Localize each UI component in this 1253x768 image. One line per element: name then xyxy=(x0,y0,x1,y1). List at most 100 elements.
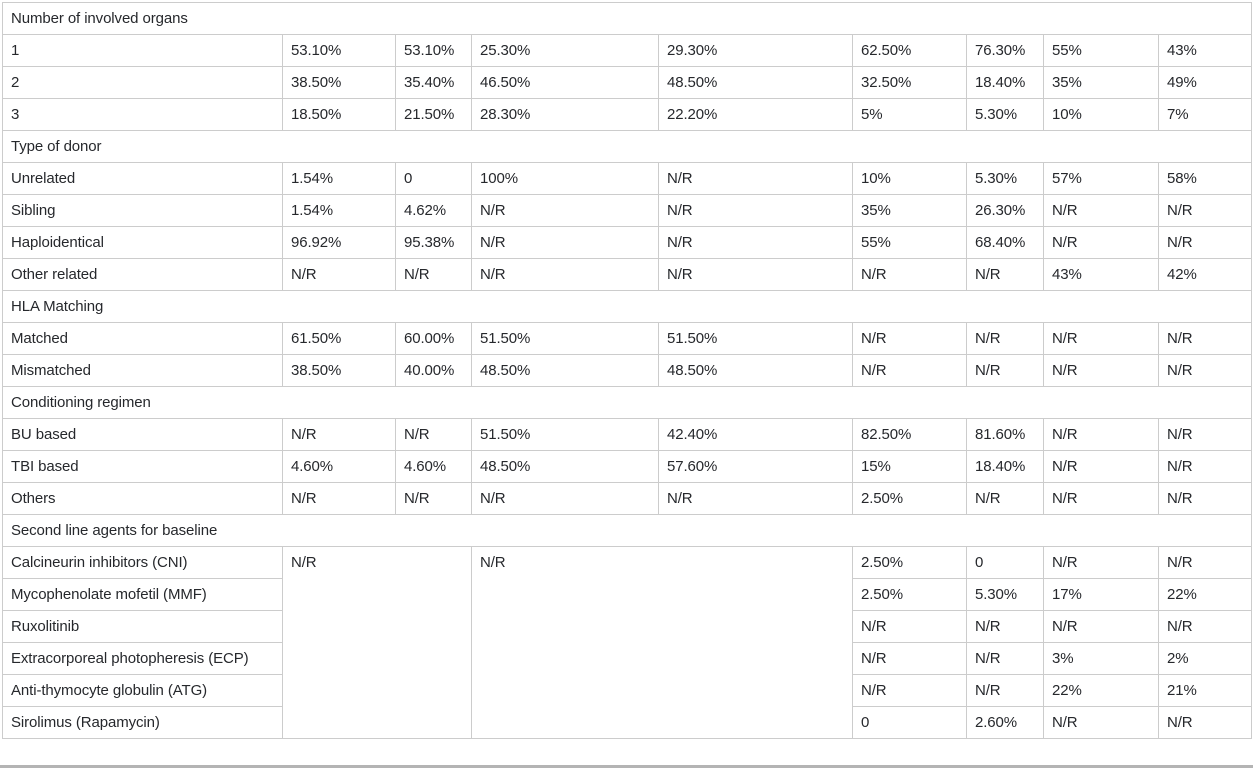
value-cell: 51.50% xyxy=(471,322,659,355)
value-cell: 48.50% xyxy=(471,354,659,387)
row-label-cell: 3 xyxy=(2,98,283,131)
row-label-cell: Others xyxy=(2,482,283,515)
value-cell: 7% xyxy=(1157,98,1253,131)
merged-value-cell: N/R xyxy=(282,546,472,739)
row-label: Mismatched xyxy=(11,362,91,379)
row-label-cell: Sirolimus (Rapamycin) xyxy=(2,706,283,739)
value-cell: N/R xyxy=(1043,450,1159,483)
value-cell: 25.30% xyxy=(471,34,659,67)
value-cell: 32.50% xyxy=(852,66,967,99)
row-label: BU based xyxy=(11,426,77,443)
table-row: 2 38.50% 35.40% 46.50% 48.50% 32.50% 18.40% 35%… xyxy=(2,66,1253,99)
value-cell: 22% xyxy=(1043,674,1159,707)
row-label-cell: Ruxolitinib xyxy=(2,610,283,643)
value-cell: N/R xyxy=(658,162,853,195)
value-cell: N/R xyxy=(1157,226,1253,259)
value-cell: N/R xyxy=(1157,418,1253,451)
value-cell: 18.40% xyxy=(966,450,1044,483)
value-cell: 35% xyxy=(852,194,967,227)
value-cell: 51.50% xyxy=(658,322,853,355)
value-cell: 0 xyxy=(852,706,967,739)
value-cell: 57.60% xyxy=(658,450,853,483)
table-row: Matched 61.50% 60.00% 51.50% 51.50% N/R N/R N/R… xyxy=(2,322,1253,355)
value-cell: N/R xyxy=(1043,610,1159,643)
value-cell: N/R xyxy=(471,482,659,515)
section-header-cell: Conditioning regimen xyxy=(1,386,1253,419)
value-cell: 100% xyxy=(471,162,659,195)
table-row: 1 53.10% 53.10% 25.30% 29.30% 62.50% 76.30% 55%… xyxy=(2,34,1253,67)
section-header-row: Type of donor xyxy=(1,130,1253,163)
value-cell: N/R xyxy=(1043,194,1159,227)
value-cell: N/R xyxy=(1043,418,1159,451)
value-cell: 15% xyxy=(852,450,967,483)
value-cell: N/R xyxy=(658,258,853,291)
table-row: Other related N/R N/R N/R N/R N/R N/R 43% 42% xyxy=(2,258,1253,291)
value-cell: 10% xyxy=(852,162,967,195)
value-cell: N/R xyxy=(1157,610,1253,643)
row-label: Unrelated xyxy=(11,170,76,187)
value-cell: 0 xyxy=(966,546,1044,579)
value-cell: N/R xyxy=(852,322,967,355)
value-cell: N/R xyxy=(1043,226,1159,259)
value-cell: 48.50% xyxy=(658,66,853,99)
value-cell: 42.40% xyxy=(658,418,853,451)
study-characteristics-table: Number of involved organs 1 53.10% 53.10% 25… xyxy=(1,2,1253,739)
value-cell: N/R xyxy=(395,482,472,515)
value-cell: 38.50% xyxy=(282,66,396,99)
row-label: Sibling xyxy=(11,202,56,219)
row-label-cell: Haploidentical xyxy=(2,226,283,259)
row-label: Matched xyxy=(11,330,68,347)
value-cell: 28.30% xyxy=(471,98,659,131)
value-cell: 51.50% xyxy=(471,418,659,451)
value-cell: N/R xyxy=(282,482,396,515)
table-row: Anti-thymocyte globulin (ATG) N/R N/R 22% 21… xyxy=(2,674,1253,707)
value-cell: N/R xyxy=(395,418,472,451)
value-cell: N/R xyxy=(852,610,967,643)
value-cell: 48.50% xyxy=(471,450,659,483)
section-header-row: HLA Matching xyxy=(1,290,1253,323)
value-cell: N/R xyxy=(1157,322,1253,355)
value-cell: 2.50% xyxy=(852,546,967,579)
section-header-cell: Type of donor xyxy=(1,130,1253,163)
value-cell: N/R xyxy=(1043,546,1159,579)
table-row: Mycophenolate mofetil (MMF) 2.50% 5.30% 17%… xyxy=(2,578,1253,611)
value-cell: N/R xyxy=(852,258,967,291)
value-cell: N/R xyxy=(966,610,1044,643)
value-cell: N/R xyxy=(966,258,1044,291)
value-cell: 55% xyxy=(1043,34,1159,67)
value-cell: N/R xyxy=(852,642,967,675)
row-label-cell: 1 xyxy=(2,34,283,67)
value-cell: 1.54% xyxy=(282,194,396,227)
value-cell: 5.30% xyxy=(966,98,1044,131)
value-cell: 5.30% xyxy=(966,162,1044,195)
value-cell: N/R xyxy=(966,642,1044,675)
value-cell: N/R xyxy=(966,482,1044,515)
row-label: Sirolimus (Rapamycin) xyxy=(11,714,160,731)
value-cell: 35.40% xyxy=(395,66,472,99)
value-cell: N/R xyxy=(658,482,853,515)
value-cell: 18.50% xyxy=(282,98,396,131)
value-cell: N/R xyxy=(1043,354,1159,387)
value-cell: 2.50% xyxy=(852,482,967,515)
value-cell: 29.30% xyxy=(658,34,853,67)
value-cell: N/R xyxy=(282,418,396,451)
row-label-cell: Mycophenolate mofetil (MMF) xyxy=(2,578,283,611)
value-cell: 96.92% xyxy=(282,226,396,259)
row-label-cell: TBI based xyxy=(2,450,283,483)
value-cell: 46.50% xyxy=(471,66,659,99)
value-cell: 58% xyxy=(1157,162,1253,195)
row-label: Anti-thymocyte globulin (ATG) xyxy=(11,682,208,699)
value-cell: 42% xyxy=(1157,258,1253,291)
value-cell: 35% xyxy=(1043,66,1159,99)
value-cell: 3% xyxy=(1043,642,1159,675)
value-cell: 0 xyxy=(395,162,472,195)
section-header-row: Number of involved organs xyxy=(1,2,1253,35)
value-cell: 60.00% xyxy=(395,322,472,355)
table-row: Haploidentical 96.92% 95.38% N/R N/R 55% 68.40… xyxy=(2,226,1253,259)
value-cell: 40.00% xyxy=(395,354,472,387)
table-row: Calcineurin inhibitors (CNI) N/R N/R 2.50% 0… xyxy=(2,546,1253,739)
table-row: 3 18.50% 21.50% 28.30% 22.20% 5% 5.30% 10% 7% xyxy=(2,98,1253,131)
row-label: Extracorporeal photopheresis (ECP) xyxy=(11,650,249,667)
value-cell: 68.40% xyxy=(966,226,1044,259)
value-cell: 76.30% xyxy=(966,34,1044,67)
